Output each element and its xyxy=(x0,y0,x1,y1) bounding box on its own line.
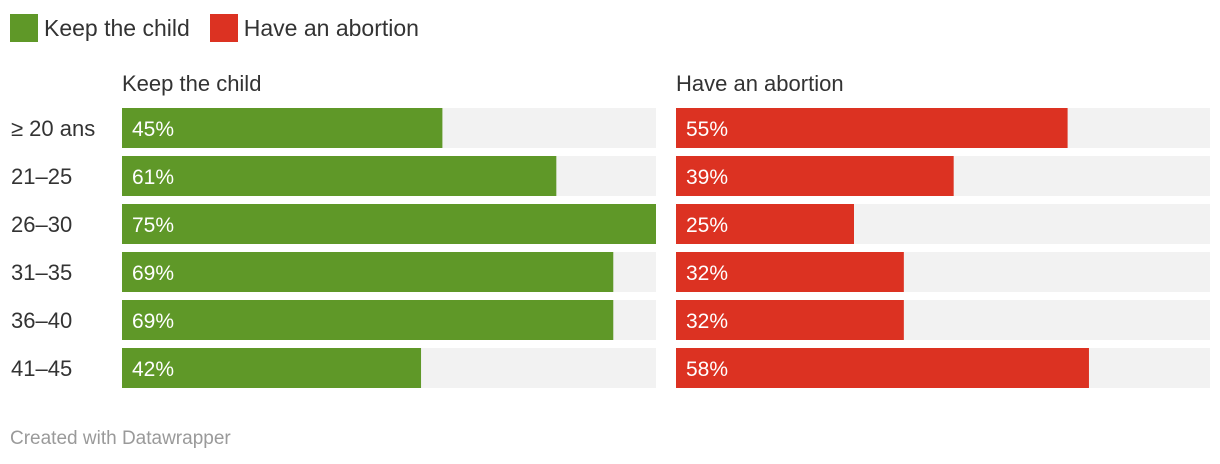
legend-swatch-abortion xyxy=(209,14,238,42)
row-label-5: 36–40 xyxy=(11,308,72,333)
row-label-6: 41–45 xyxy=(11,356,72,381)
bar-value-label-have-an-abortion-3: 25% xyxy=(686,214,728,237)
legend-swatch-keep xyxy=(10,14,38,42)
bar-keep-the-child-1 xyxy=(122,108,443,148)
bar-have-an-abortion-1 xyxy=(676,108,1068,148)
legend-label-keep: Keep the child xyxy=(44,14,190,41)
bar-have-an-abortion-3 xyxy=(676,204,854,244)
bar-keep-the-child-4 xyxy=(122,252,614,292)
bar-have-an-abortion-5 xyxy=(676,300,904,340)
bar-value-label-keep-the-child-6: 42% xyxy=(132,358,174,381)
legend: Keep the child Have an abortion xyxy=(10,13,439,43)
bar-value-label-have-an-abortion-5: 32% xyxy=(686,310,728,333)
row-label-1: ≥ 20 ans xyxy=(11,116,95,141)
bar-value-label-keep-the-child-5: 69% xyxy=(132,310,174,333)
bar-keep-the-child-2 xyxy=(122,156,557,196)
bar-value-label-keep-the-child-3: 75% xyxy=(132,214,174,237)
row-label-3: 26–30 xyxy=(11,212,72,237)
footer-credit: Created with Datawrapper xyxy=(10,428,231,449)
bar-chart: ≥ 20 ans 21–25 26–30 31–35 36–40 41–45 Keep th… xyxy=(11,71,1210,388)
row-label-4: 31–35 xyxy=(11,260,72,285)
bar-value-label-have-an-abortion-4: 32% xyxy=(686,262,728,285)
bar-value-label-have-an-abortion-2: 39% xyxy=(686,166,728,189)
bar-value-label-have-an-abortion-1: 55% xyxy=(686,118,728,141)
panel-title-keep-the-child: Keep the child xyxy=(122,71,261,96)
bar-have-an-abortion-2 xyxy=(676,156,954,196)
bar-value-label-have-an-abortion-6: 58% xyxy=(686,358,728,381)
panel-title-have-an-abortion: Have an abortion xyxy=(676,71,844,96)
bar-have-an-abortion-6 xyxy=(676,348,1089,388)
bar-keep-the-child-5 xyxy=(122,300,614,340)
bar-value-label-keep-the-child-1: 45% xyxy=(132,118,174,141)
bar-value-label-keep-the-child-2: 61% xyxy=(132,166,174,189)
row-label-2: 21–25 xyxy=(11,164,72,189)
bar-keep-the-child-6 xyxy=(122,348,422,388)
legend-label-abortion: Have an abortion xyxy=(243,14,419,41)
legend-item-keep: Keep the child xyxy=(10,14,190,42)
legend-item-abortion: Have an abortion xyxy=(209,14,419,42)
bar-value-label-keep-the-child-4: 69% xyxy=(132,262,174,285)
bar-keep-the-child-3 xyxy=(122,204,656,244)
bar-have-an-abortion-4 xyxy=(676,252,904,292)
